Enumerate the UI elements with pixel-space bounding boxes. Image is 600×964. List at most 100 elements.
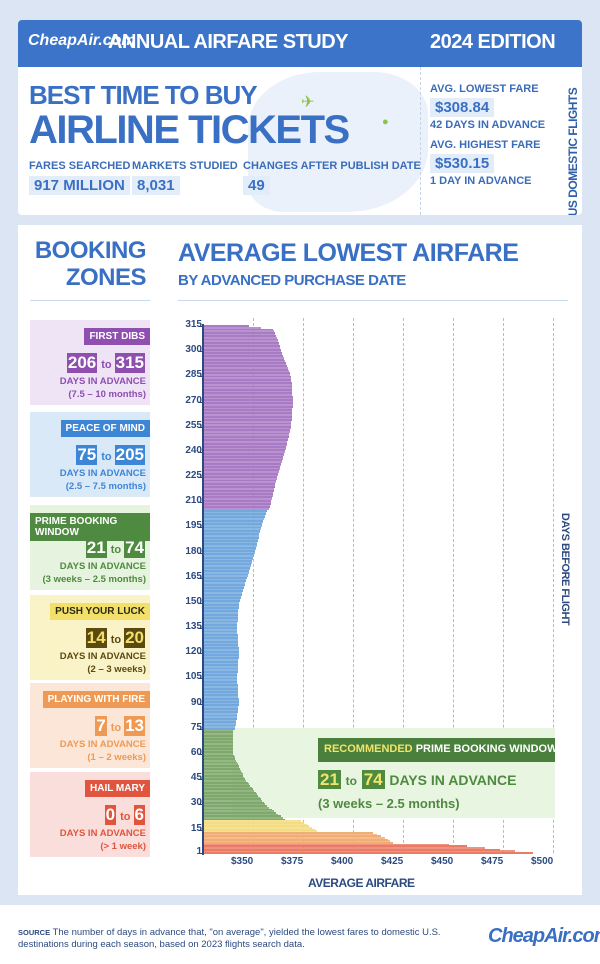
stat-changes: CHANGES AFTER PUBLISH DATE 49 — [243, 160, 421, 195]
bar — [204, 635, 238, 638]
bar — [204, 516, 265, 519]
bar — [204, 501, 271, 504]
bar — [204, 774, 244, 777]
y-tick-label: 225 — [185, 470, 202, 482]
bar — [204, 477, 277, 480]
bar — [204, 370, 289, 373]
bar — [204, 781, 248, 784]
bar — [204, 660, 239, 663]
bar — [204, 826, 313, 829]
bar — [204, 388, 293, 391]
bar — [204, 556, 254, 559]
bar — [204, 563, 252, 566]
bar — [204, 380, 292, 383]
stat-value: 917 MILLION — [29, 176, 131, 195]
bar — [204, 746, 233, 749]
bar — [204, 811, 277, 814]
source-label: SOURCE — [18, 928, 51, 937]
bar — [204, 586, 244, 589]
bar — [204, 771, 242, 774]
bar — [204, 399, 293, 401]
bar — [204, 553, 255, 556]
y-tick-label: 195 — [185, 520, 202, 532]
bar — [204, 402, 293, 405]
gridline — [303, 318, 304, 853]
bar — [204, 739, 233, 742]
zone-to: 6 — [133, 805, 145, 825]
bar — [204, 769, 241, 772]
bar — [204, 744, 233, 747]
bar — [204, 758, 236, 761]
zone-days: DAYS IN ADVANCE (2 – 3 weeks) — [60, 650, 146, 676]
bar — [204, 682, 238, 685]
zones-title-l1: BOOKING — [34, 237, 147, 264]
bar — [204, 852, 533, 855]
bar — [204, 555, 254, 557]
y-tick-label: 255 — [185, 419, 202, 431]
bar — [204, 704, 239, 707]
bar — [204, 847, 485, 849]
bar — [204, 338, 278, 341]
bar — [204, 632, 238, 635]
cheapair-logo: CheapAir.com — [28, 32, 136, 49]
bar — [204, 800, 263, 802]
y-tick-mark — [198, 628, 203, 630]
bar — [204, 608, 239, 611]
bar — [204, 652, 239, 655]
bar — [204, 669, 238, 672]
bar — [204, 400, 293, 403]
bar — [204, 393, 293, 396]
to-word: to — [101, 359, 112, 371]
bar — [204, 499, 272, 502]
y-tick-mark — [198, 653, 203, 655]
recommended-word: RECOMMENDED — [324, 743, 413, 755]
bar — [204, 467, 280, 470]
bar — [204, 496, 273, 499]
cheapair-logo-footer: CheapAir.com — [488, 925, 600, 947]
bar — [204, 768, 241, 771]
zone-card: FIRST DIBS 206 to 315 DAYS IN ADVANCE (7.5 … — [30, 320, 150, 405]
bar — [204, 498, 272, 500]
bar — [204, 424, 292, 427]
bar — [204, 667, 238, 670]
zone-to: 205 — [114, 445, 145, 465]
y-tick-label: 15 — [190, 822, 202, 834]
bar — [204, 422, 292, 425]
bar — [204, 714, 238, 717]
zone-tag: FIRST DIBS — [84, 328, 150, 345]
bar — [204, 753, 233, 755]
bar — [204, 405, 293, 408]
bar — [204, 383, 292, 386]
bar — [204, 711, 238, 714]
zone-card: PRIME BOOKING WINDOW 21 to 74 DAYS IN ADVA… — [30, 505, 150, 590]
bar — [204, 821, 304, 824]
bar — [204, 355, 283, 358]
bar — [204, 845, 467, 848]
bar — [204, 558, 253, 561]
bar — [204, 459, 283, 462]
bar — [204, 684, 238, 687]
bar — [204, 808, 272, 811]
zone-card: HAIL MARY 0 to 6 DAYS IN ADVANCE (> 1 week) — [30, 772, 150, 857]
y-tick-mark — [198, 351, 203, 353]
zone-days: DAYS IN ADVANCE (2.5 – 7.5 months) — [60, 467, 146, 493]
gridline — [403, 318, 404, 853]
bar — [204, 479, 277, 482]
bar — [204, 551, 255, 554]
zone-card: PUSH YOUR LUCK 14 to 20 DAYS IN ADVANCE (2 … — [30, 595, 150, 680]
bar — [204, 818, 285, 821]
bar — [204, 482, 276, 485]
y-tick-mark — [198, 426, 203, 428]
bar — [204, 732, 233, 735]
bar — [204, 524, 262, 527]
bar — [204, 362, 286, 364]
source-note: SOURCE The number of days in advance tha… — [18, 927, 448, 951]
bar — [204, 494, 273, 497]
bar — [204, 409, 293, 411]
x-axis-label: AVERAGE AIRFARE — [308, 876, 415, 890]
zone-days-label: DAYS IN ADVANCE — [59, 828, 146, 839]
bar — [204, 835, 381, 838]
x-tick-label: $400 — [331, 856, 354, 867]
zone-months: (2.5 – 7.5 months) — [65, 481, 146, 492]
bar — [204, 534, 259, 537]
